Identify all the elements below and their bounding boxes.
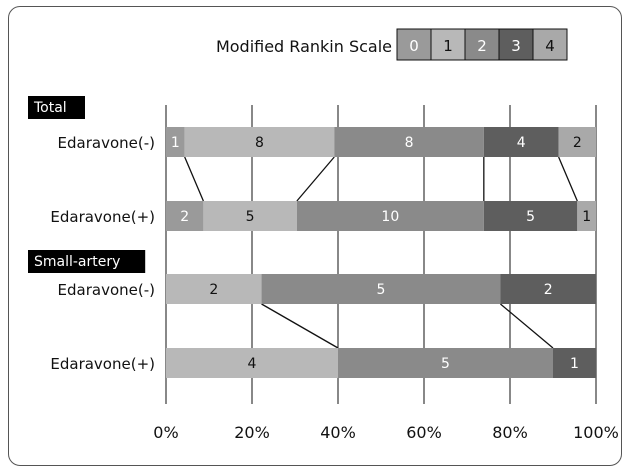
legend-label-2: 2	[477, 37, 487, 55]
data-label-0-0-4: 2	[573, 135, 582, 151]
bar-segment-1-1-3	[553, 348, 596, 378]
data-label-0-0-2: 8	[405, 135, 414, 151]
group-header-0: Total	[33, 100, 67, 116]
bar-segment-0-1-3	[483, 201, 578, 231]
connector-0-1	[184, 156, 204, 202]
legend-box-1	[430, 28, 466, 61]
legend-label-3: 3	[511, 37, 521, 55]
bar-segment-0-0-2	[334, 127, 484, 157]
legend-boxes: 0 1 2 3 4	[396, 28, 568, 61]
figure: Modified Rankin Scale 0 1 2 3 4 Total Edaravo…	[8, 6, 622, 466]
legend-label-1: 1	[443, 37, 453, 55]
legend: Modified Rankin Scale 0 1 2 3 4	[216, 28, 568, 61]
stacked-bar-chart: Modified Rankin Scale 0 1 2 3 4 Total Edaravo…	[28, 28, 619, 442]
row-label-1-0: Edaravone(-)	[58, 281, 155, 299]
labels: Total Edaravone(-) 1 8 8 4 2 Edaravone(+) 2 5 10 5 1…	[28, 96, 591, 373]
row-label-1-1: Edaravone(+)	[50, 355, 155, 373]
row-label-0-0: Edaravone(-)	[58, 134, 155, 152]
x-tick-label-0: 0%	[153, 423, 178, 442]
bar-segment-1-1-1	[166, 348, 338, 378]
connector-0-4	[558, 156, 578, 202]
data-label-0-0-0: 1	[171, 135, 180, 151]
legend-box-0	[396, 28, 432, 61]
connector-1-2	[261, 303, 339, 349]
bar-segment-0-0-4	[558, 127, 596, 157]
x-tick-label-2: 40%	[320, 423, 356, 442]
x-tick-label-4: 80%	[492, 423, 528, 442]
legend-label-4: 4	[545, 37, 555, 55]
connector-lines	[184, 156, 578, 349]
x-axis-ticks: 0% 20% 40% 60% 80% 100%	[153, 423, 619, 442]
legend-label-0: 0	[409, 37, 419, 55]
connector-0-2	[296, 156, 335, 202]
bar-segment-0-1-2	[296, 201, 484, 231]
legend-title: Modified Rankin Scale	[216, 37, 392, 56]
x-tick-label-3: 60%	[406, 423, 442, 442]
row-label-0-1: Edaravone(+)	[50, 208, 155, 226]
connector-1-3	[500, 303, 554, 349]
bar-segment-0-1-4	[577, 201, 596, 231]
data-label-1-1-1: 4	[248, 356, 257, 372]
bar-segment-0-1-1	[203, 201, 297, 231]
bar-segment-0-1-0	[166, 201, 204, 231]
data-label-0-0-1: 8	[255, 135, 264, 151]
group-header-bg-0	[28, 96, 85, 119]
bar-segment-1-0-1	[166, 274, 262, 304]
data-label-0-1-4: 1	[582, 209, 591, 225]
legend-box-4	[532, 28, 568, 61]
data-label-1-0-2: 5	[377, 282, 386, 298]
group-header-1: Small-artery	[34, 254, 120, 270]
group-header-bg-1	[28, 250, 146, 273]
bar-segment-1-0-3	[500, 274, 596, 304]
data-label-0-0-3: 4	[517, 135, 526, 151]
data-label-0-1-1: 5	[246, 209, 255, 225]
data-label-1-1-2: 5	[441, 356, 450, 372]
x-tick-label-5: 100%	[573, 423, 619, 442]
bar-segment-1-0-2	[261, 274, 501, 304]
bars	[166, 127, 596, 378]
bar-segment-0-0-3	[483, 127, 559, 157]
bar-segment-1-1-2	[338, 348, 553, 378]
legend-box-3	[498, 28, 534, 61]
bar-segment-0-0-0	[166, 127, 185, 157]
x-tick-label-1: 20%	[234, 423, 270, 442]
data-label-1-0-3: 2	[544, 282, 553, 298]
data-label-1-0-1: 2	[209, 282, 218, 298]
data-label-1-1-3: 1	[570, 356, 579, 372]
bar-segment-0-0-1	[184, 127, 335, 157]
data-label-0-1-0: 2	[180, 209, 189, 225]
data-label-0-1-3: 5	[526, 209, 535, 225]
data-label-0-1-2: 10	[381, 209, 399, 225]
